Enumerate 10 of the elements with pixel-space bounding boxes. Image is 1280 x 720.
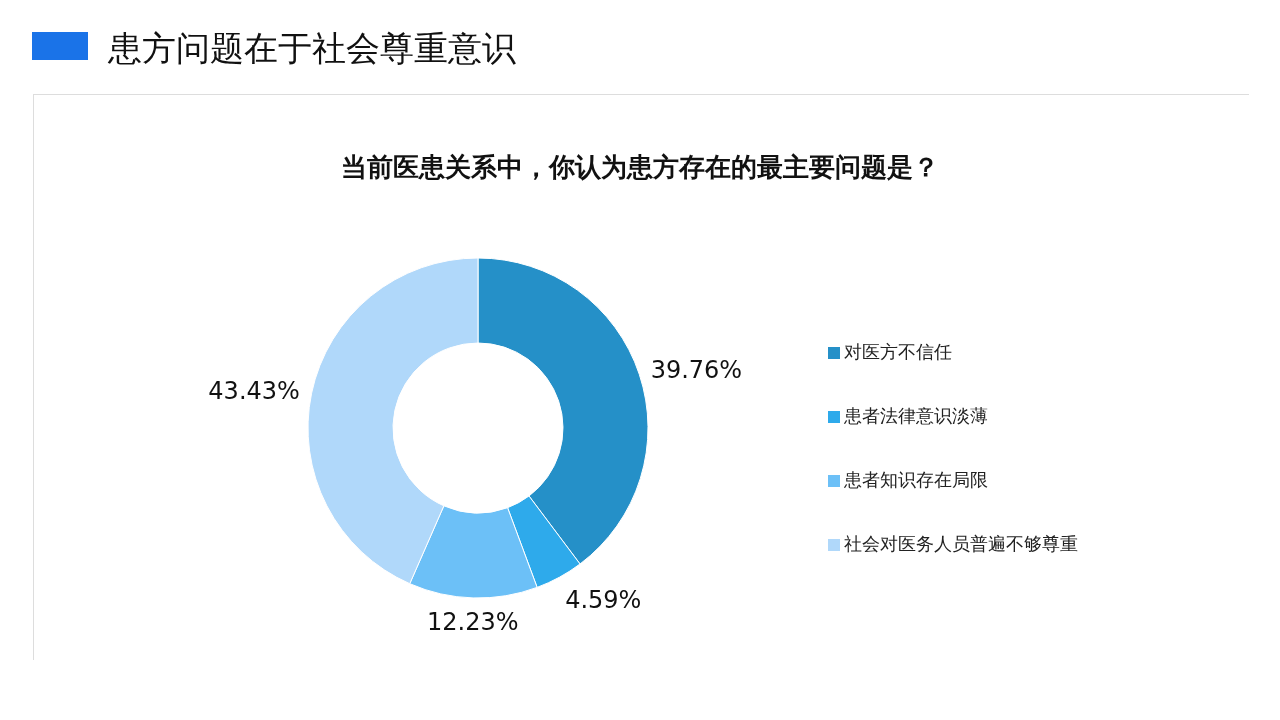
legend-label: 社会对医务人员普遍不够尊重 [844,533,1078,554]
legend-label: 患者知识存在局限 [844,469,988,490]
data-label: 4.59% [565,585,642,614]
data-label: 39.76% [650,356,743,385]
data-label: 12.23% [426,607,519,636]
legend-label: 患者法律意识淡薄 [844,405,988,426]
chart-subtitle: 当前医患关系中，你认为患方存在的最主要问题是？ [340,151,940,184]
data-label: 43.43% [208,376,300,405]
chart-title: 患方问题在于社会尊重意识 [108,27,516,70]
legend-label: 对医方不信任 [844,341,952,362]
